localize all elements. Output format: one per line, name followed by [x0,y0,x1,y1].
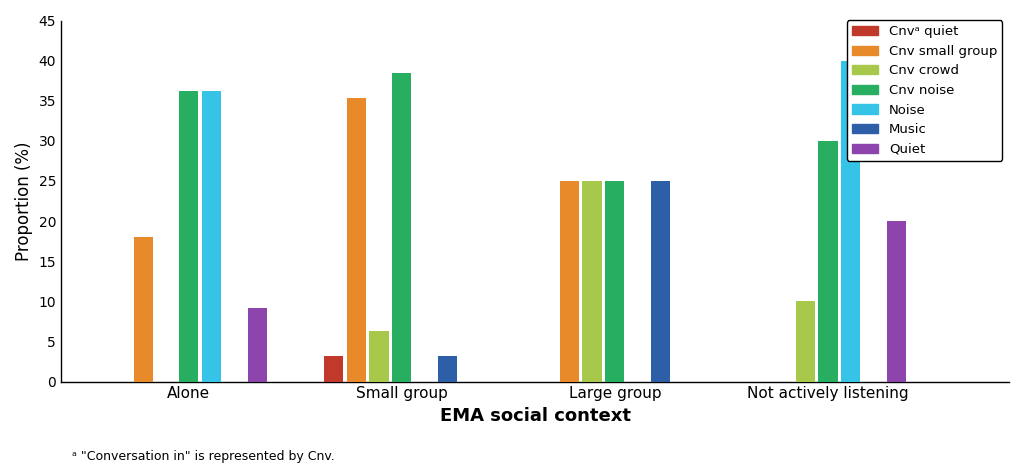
Bar [133,237,153,381]
Bar [605,181,625,381]
Bar [370,331,389,381]
Bar [583,181,602,381]
Y-axis label: Proportion (%): Proportion (%) [15,141,33,261]
Bar [179,91,199,381]
Bar [560,181,579,381]
X-axis label: EMA social context: EMA social context [439,407,631,425]
Bar [438,356,457,381]
Legend: Cnvᵃ quiet, Cnv small group, Cnv crowd, Cnv noise, Noise, Music, Quiet: Cnvᵃ quiet, Cnv small group, Cnv crowd, … [847,20,1002,161]
Bar [887,221,906,381]
Bar [818,141,838,381]
Bar [248,307,267,381]
Bar [202,91,221,381]
Bar [651,181,670,381]
Text: ᵃ "Conversation in" is represented by Cnv.: ᵃ "Conversation in" is represented by Cn… [72,450,335,463]
Bar [392,73,412,381]
Bar [324,356,343,381]
Bar [796,301,815,381]
Bar [841,61,860,381]
Bar [347,98,366,381]
